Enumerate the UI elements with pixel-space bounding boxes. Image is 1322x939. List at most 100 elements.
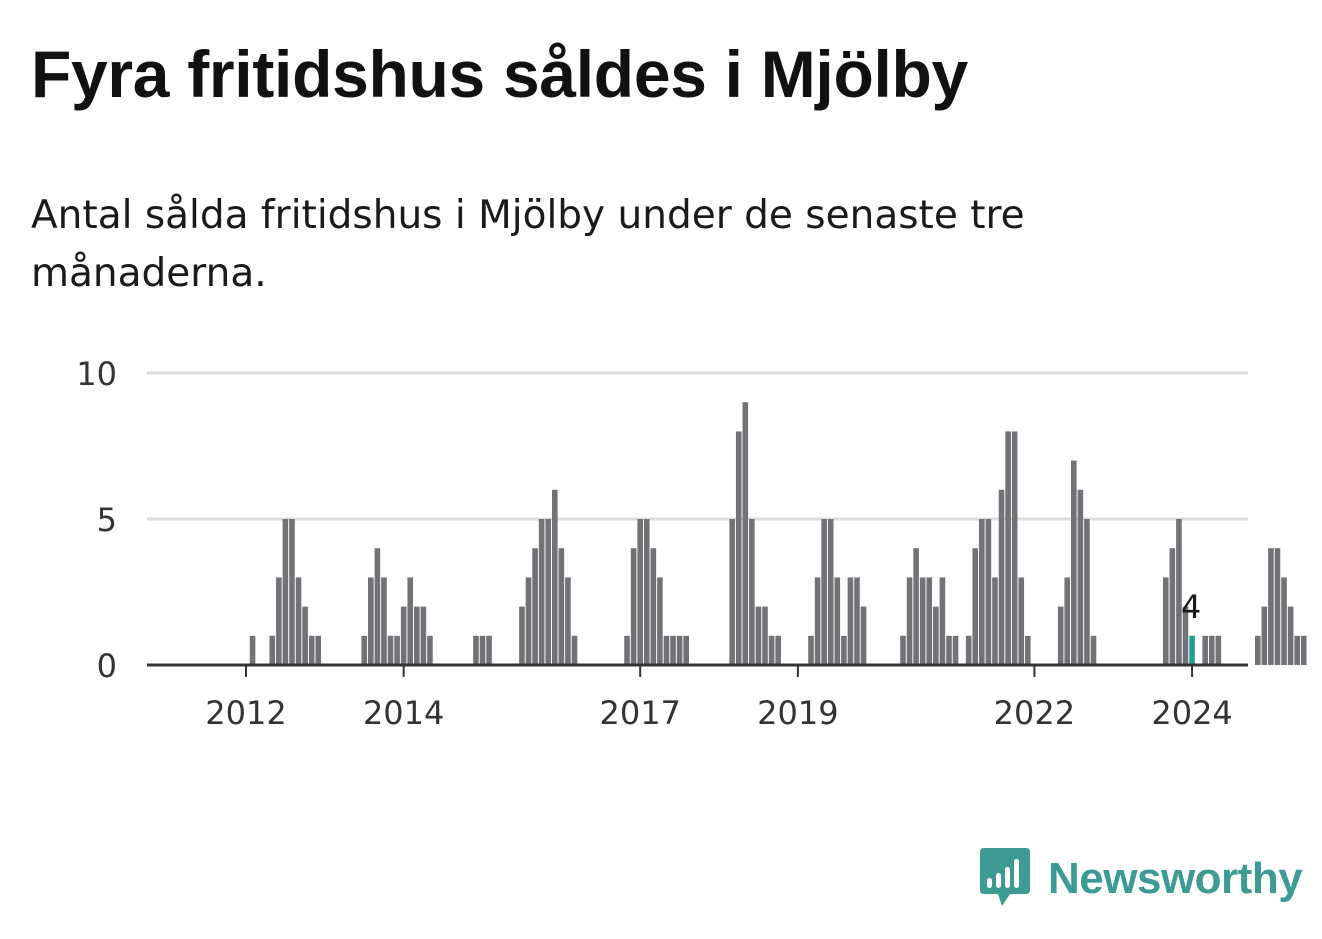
newsworthy-logo: Newsworthy (980, 848, 1303, 910)
bar (1011, 431, 1018, 665)
bar (1090, 635, 1097, 665)
bar (926, 577, 933, 665)
bar (1287, 606, 1294, 665)
x-tick-label: 2024 (1151, 694, 1232, 732)
bar (1169, 548, 1176, 665)
bar (394, 635, 400, 665)
bar (1294, 635, 1300, 665)
bar (486, 635, 492, 665)
bar (972, 548, 979, 665)
bar (827, 519, 834, 665)
bar (545, 519, 552, 665)
bar (289, 519, 295, 665)
bar (847, 577, 854, 665)
bar (624, 635, 630, 665)
data-label: 4 (1181, 588, 1201, 626)
bar (302, 606, 308, 665)
bar (985, 519, 992, 665)
bar (532, 548, 538, 665)
bar (538, 519, 545, 665)
bar (368, 577, 374, 665)
bar (387, 635, 394, 665)
bar (308, 635, 315, 665)
bar (735, 431, 742, 665)
bar (979, 519, 985, 665)
bar (407, 577, 414, 665)
bar (1018, 577, 1025, 665)
bar (558, 548, 565, 665)
bar (269, 635, 276, 665)
bar (860, 606, 867, 665)
bar (670, 635, 676, 665)
bar (749, 519, 755, 665)
bar (1202, 635, 1209, 665)
bar (919, 577, 926, 665)
chart-title: Fyra fritidshus såldes i Mjölby (31, 37, 968, 111)
brand-name: Newsworthy (1048, 854, 1303, 903)
bar (657, 577, 663, 665)
bar (1254, 635, 1261, 665)
bar (768, 635, 775, 665)
bar (1071, 460, 1077, 665)
y-tick-label: 0 (97, 647, 117, 685)
bar (933, 606, 939, 665)
bar (1025, 635, 1031, 665)
bar (742, 402, 749, 665)
bar (361, 635, 368, 665)
bar (755, 606, 762, 665)
bar (479, 635, 486, 665)
bar (374, 548, 381, 665)
bar (900, 635, 906, 665)
bar (808, 635, 814, 665)
bar (519, 606, 525, 665)
bar (643, 519, 650, 665)
bar (1005, 431, 1011, 665)
bar (400, 606, 407, 665)
bar (834, 577, 841, 665)
bar (473, 635, 479, 665)
gridlines (147, 371, 1248, 521)
x-tick-label: 2022 (994, 694, 1075, 732)
bar (381, 577, 387, 665)
bar (249, 635, 256, 665)
bar (427, 635, 433, 665)
x-tick-label: 2014 (363, 694, 444, 732)
bar (841, 635, 847, 665)
bar (814, 577, 821, 665)
highlight-bar (1189, 635, 1195, 665)
bar (965, 635, 972, 665)
x-tick-label: 2012 (205, 694, 286, 732)
bar (1084, 519, 1090, 665)
bar (1182, 606, 1189, 665)
bar (1057, 606, 1064, 665)
labels: 0 5 10 2012 2014 2017 2019 2022 2024 4 (76, 355, 1233, 732)
bar (775, 635, 781, 665)
bar (939, 577, 946, 665)
bar (637, 519, 643, 665)
bar (571, 635, 578, 665)
bar (663, 635, 670, 665)
bars (249, 402, 1307, 665)
bar (282, 519, 289, 665)
newsworthy-bars-icon (980, 848, 1030, 906)
bar (729, 519, 735, 665)
bar (565, 577, 571, 665)
bar (525, 577, 532, 665)
bar (1176, 519, 1182, 665)
bar (1261, 606, 1268, 665)
bar (551, 489, 558, 665)
bar (906, 577, 913, 665)
bar (1064, 577, 1071, 665)
bar (1300, 635, 1307, 665)
bar (762, 606, 768, 665)
y-tick-label: 5 (97, 501, 117, 539)
bar (630, 548, 637, 665)
x-tick-label: 2017 (599, 694, 680, 732)
bar (414, 606, 420, 665)
axes (147, 663, 1248, 677)
y-tick-label: 10 (76, 355, 117, 393)
bar (913, 548, 919, 665)
bar (952, 635, 959, 665)
bar (650, 548, 657, 665)
